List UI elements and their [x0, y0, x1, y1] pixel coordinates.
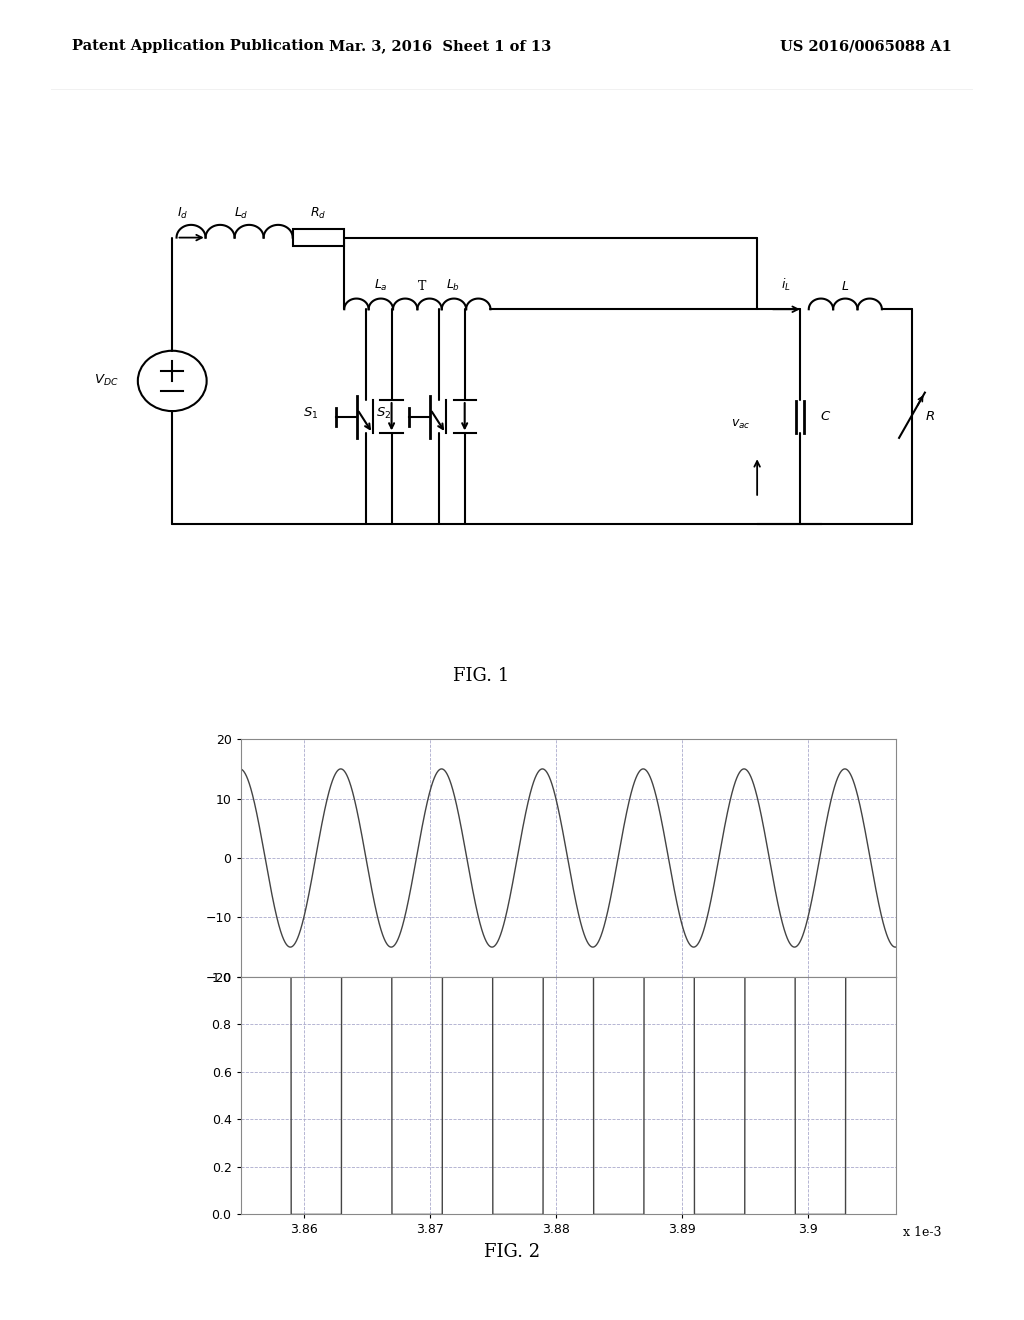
Text: x 1e-3: x 1e-3	[902, 1226, 941, 1239]
Text: $I_d$: $I_d$	[176, 206, 187, 220]
Text: $L$: $L$	[841, 280, 850, 293]
Text: FIG. 2: FIG. 2	[484, 1243, 540, 1262]
Text: $S_1$: $S_1$	[303, 405, 318, 421]
Text: $V_{DC}$: $V_{DC}$	[94, 374, 119, 388]
Text: $R$: $R$	[925, 411, 935, 424]
Text: $R_d$: $R_d$	[310, 206, 327, 220]
Text: $L_a$: $L_a$	[374, 277, 387, 293]
Text: Mar. 3, 2016  Sheet 1 of 13: Mar. 3, 2016 Sheet 1 of 13	[329, 40, 552, 53]
Text: FIG. 1: FIG. 1	[454, 667, 509, 685]
Text: $L_d$: $L_d$	[233, 206, 249, 220]
Text: US 2016/0065088 A1: US 2016/0065088 A1	[780, 40, 952, 53]
Text: $v_{ac}$: $v_{ac}$	[731, 417, 751, 430]
Text: Patent Application Publication: Patent Application Publication	[72, 40, 324, 53]
Text: $i_L$: $i_L$	[780, 277, 791, 293]
Text: $S_2$: $S_2$	[376, 405, 391, 421]
Text: $L_b$: $L_b$	[446, 277, 461, 293]
Bar	[293, 230, 344, 246]
Text: T: T	[418, 280, 426, 293]
Text: $C$: $C$	[820, 411, 831, 424]
